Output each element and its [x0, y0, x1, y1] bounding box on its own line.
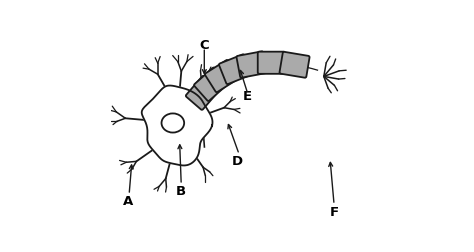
- FancyBboxPatch shape: [280, 53, 310, 78]
- Text: D: D: [231, 155, 243, 168]
- Ellipse shape: [162, 114, 184, 133]
- FancyBboxPatch shape: [219, 55, 252, 85]
- FancyBboxPatch shape: [194, 68, 228, 102]
- Text: C: C: [200, 39, 209, 52]
- FancyBboxPatch shape: [237, 52, 267, 78]
- Text: A: A: [123, 195, 133, 208]
- FancyBboxPatch shape: [205, 61, 239, 93]
- Text: B: B: [175, 185, 185, 198]
- FancyBboxPatch shape: [258, 52, 285, 75]
- FancyBboxPatch shape: [186, 77, 219, 110]
- Polygon shape: [142, 86, 212, 166]
- Text: E: E: [243, 89, 252, 102]
- Text: F: F: [329, 205, 338, 218]
